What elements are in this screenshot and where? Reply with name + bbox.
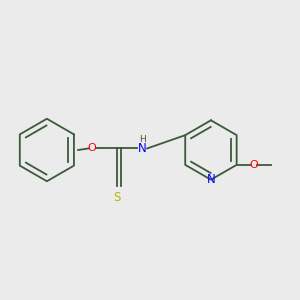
Text: S: S (113, 190, 121, 204)
Text: O: O (250, 160, 258, 170)
Text: H: H (139, 135, 146, 144)
Text: O: O (88, 143, 97, 153)
Text: N: N (207, 173, 215, 186)
Text: N: N (138, 142, 147, 155)
